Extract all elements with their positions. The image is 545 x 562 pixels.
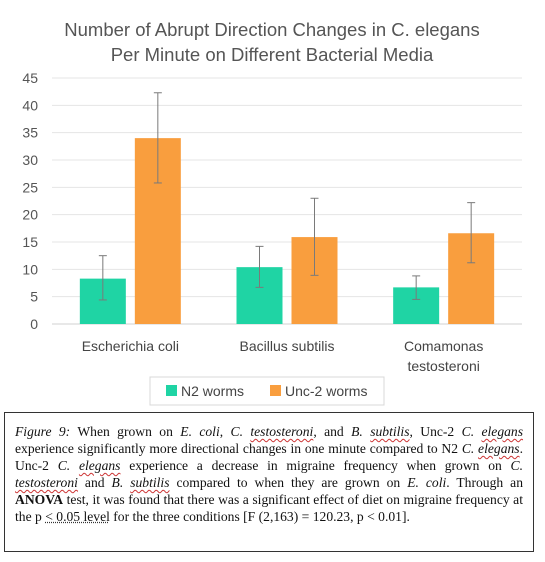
caption-anova: ANOVA xyxy=(15,492,64,507)
caption-level: < 0.05 level xyxy=(45,509,110,524)
y-tick-label: 30 xyxy=(22,152,38,168)
legend xyxy=(149,376,385,406)
y-tick-label: 45 xyxy=(22,70,38,86)
caption-species: C. elegans xyxy=(462,441,520,456)
caption-label: Figure 9: xyxy=(15,424,71,439)
caption-species-epithet: elegans xyxy=(478,441,520,456)
caption-species-genus: B. xyxy=(351,424,371,439)
x-tick-label: Escherichia coli xyxy=(82,338,179,354)
chart-title: Number of Abrupt Direction Changes in C.… xyxy=(64,19,479,40)
caption-species: C. elegans xyxy=(58,458,121,473)
caption-species-epithet: elegans xyxy=(481,424,524,439)
y-tick-label: 5 xyxy=(30,289,38,305)
caption-species-genus: C. xyxy=(461,441,479,456)
caption-species-epithet: subtilis xyxy=(370,424,410,439)
caption-species: C. testosteroni xyxy=(231,424,314,439)
caption-species: B. subtilis xyxy=(112,475,170,490)
legend-label: Unc-2 worms xyxy=(285,383,367,399)
caption-text: , and xyxy=(313,424,352,439)
caption-text: . Through an xyxy=(446,475,523,490)
x-tick-label: Comamonas xyxy=(404,338,483,354)
caption-text: experience significantly more directiona… xyxy=(15,441,462,456)
legend-swatch xyxy=(270,385,281,396)
caption-species-epithet: testosteroni xyxy=(15,475,78,490)
y-tick-label: 35 xyxy=(22,125,38,141)
y-tick-label: 40 xyxy=(22,97,38,113)
caption-species-genus: C. xyxy=(461,424,482,439)
legend-swatch xyxy=(166,385,177,396)
caption-text: compared to when they are grown on xyxy=(169,475,408,490)
x-tick-label: Bacillus subtilis xyxy=(240,338,335,354)
bar-chart: Number of Abrupt Direction Changes in C.… xyxy=(22,19,522,406)
caption-text: . Unc-2 xyxy=(15,441,523,473)
caption-species-genus: C. xyxy=(57,458,79,473)
caption-species: B. subtilis xyxy=(351,424,409,439)
y-tick-label: 10 xyxy=(22,261,38,277)
caption-text: experience a decrease in migraine freque… xyxy=(120,458,511,473)
caption-text: for the three conditions [F (2,163) = 12… xyxy=(109,509,410,524)
y-tick-label: 0 xyxy=(30,316,38,332)
caption-species-genus: C. xyxy=(510,458,524,473)
figure-caption: Figure 9: When grown on E. coli, C. test… xyxy=(4,412,534,552)
caption-species-epithet: subtilis xyxy=(130,475,170,490)
caption-species: C. testosteroni xyxy=(15,458,523,490)
caption-text: , xyxy=(219,424,231,439)
chart: Number of Abrupt Direction Changes in C.… xyxy=(22,19,522,406)
y-tick-label: 15 xyxy=(22,234,38,250)
caption-species: E. coli xyxy=(407,475,447,490)
x-tick-label: testosteroni xyxy=(407,358,479,374)
caption-species-epithet: testosteroni xyxy=(250,424,314,439)
caption-text: and xyxy=(77,475,112,490)
caption-species-genus: C. xyxy=(230,424,251,439)
chart-title: Per Minute on Different Bacterial Media xyxy=(111,44,434,65)
y-tick-label: 20 xyxy=(22,207,38,223)
caption-text: , Unc-2 xyxy=(409,424,462,439)
caption-species: E. coli xyxy=(180,424,220,439)
caption-text: test, it was found that there was a sign… xyxy=(15,492,523,524)
caption-species-epithet: elegans xyxy=(78,458,121,473)
caption-species: C. elegans xyxy=(462,424,523,439)
caption-species-genus: B. xyxy=(111,475,131,490)
legend-label: N2 worms xyxy=(181,383,244,399)
y-tick-label: 25 xyxy=(22,179,38,195)
caption-text: When grown on xyxy=(70,424,181,439)
